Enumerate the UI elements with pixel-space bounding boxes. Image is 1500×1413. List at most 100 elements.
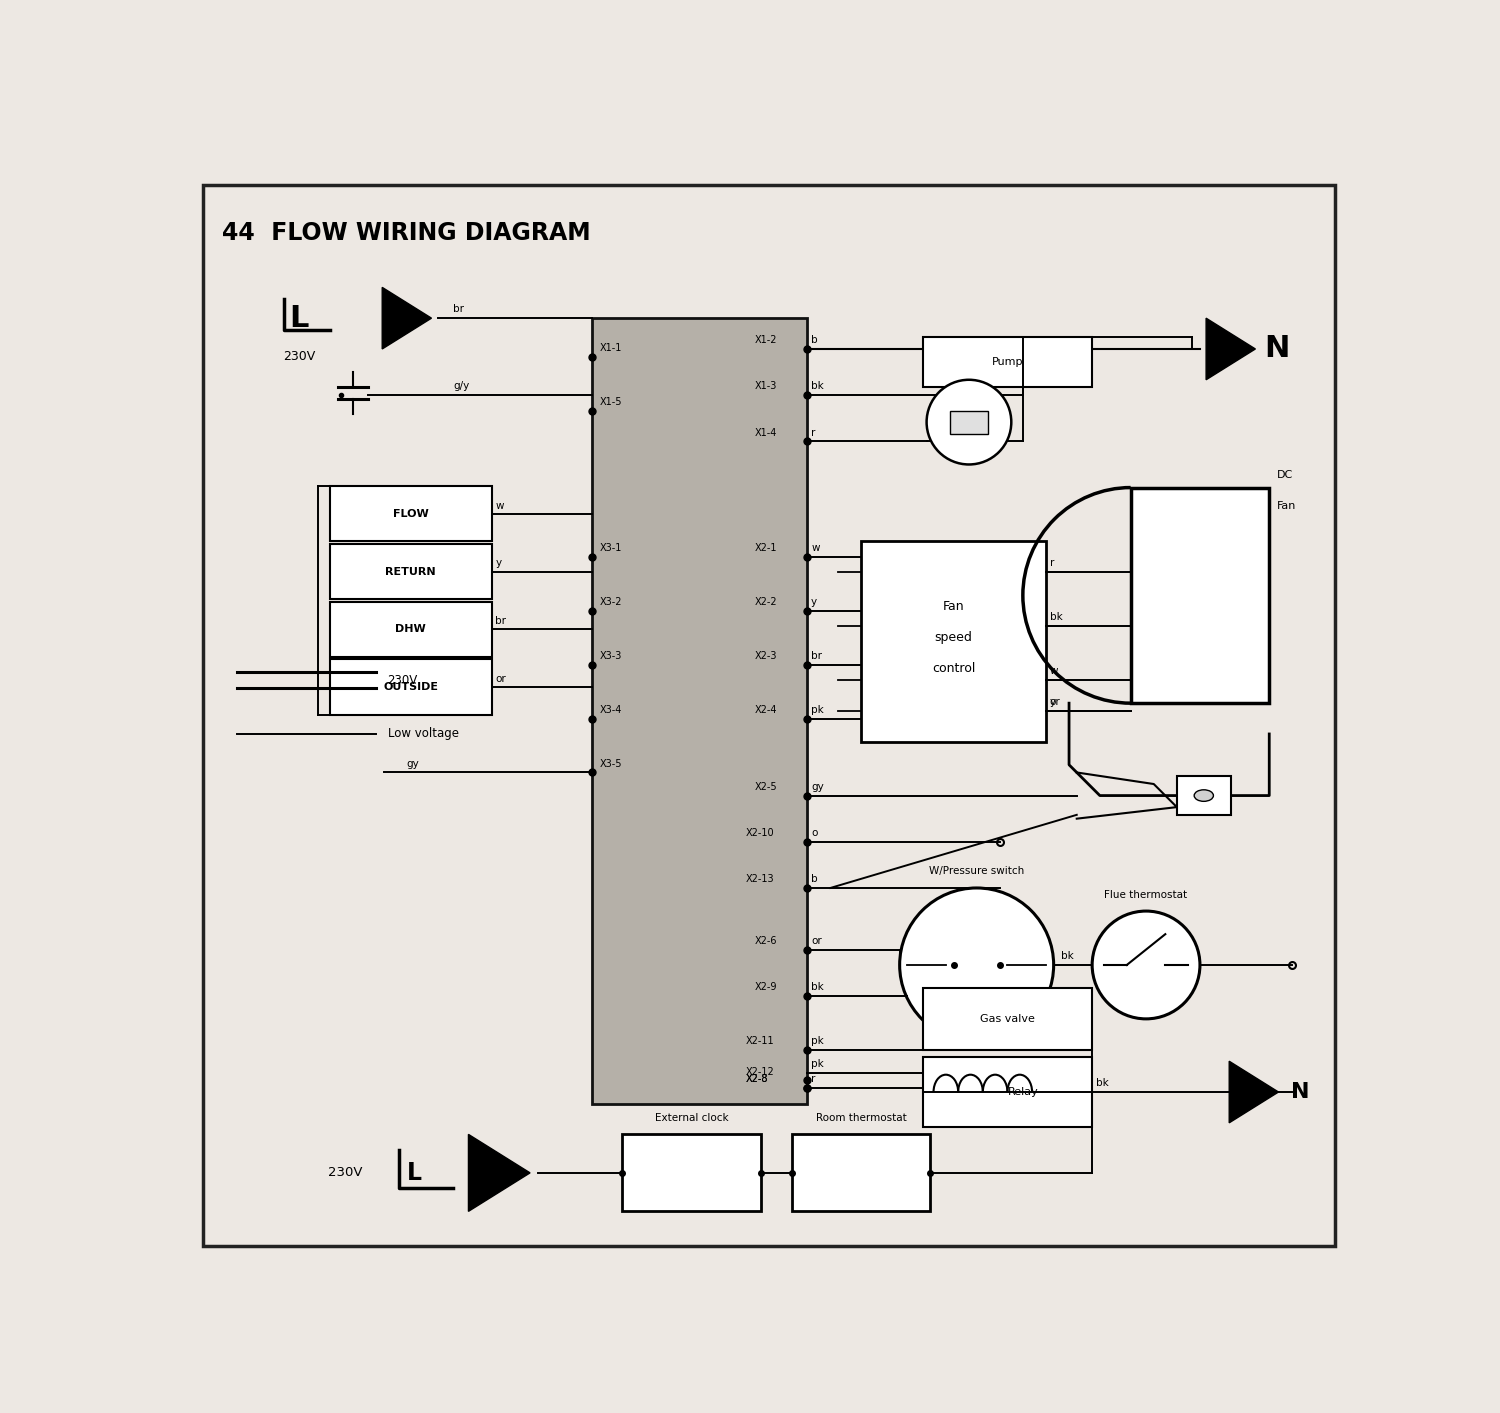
Text: S: S xyxy=(1044,897,1064,926)
Text: b: b xyxy=(812,335,818,345)
Text: X3-4: X3-4 xyxy=(600,705,621,715)
Text: S: S xyxy=(1275,466,1294,495)
Text: S: S xyxy=(813,250,832,278)
Text: N: N xyxy=(1292,1082,1310,1102)
Text: bk: bk xyxy=(812,982,824,992)
Text: w: w xyxy=(495,500,504,510)
Text: pk: pk xyxy=(812,1058,824,1068)
Bar xyxy=(922,338,1092,387)
Bar xyxy=(922,1057,1092,1126)
Text: r: r xyxy=(812,1074,816,1084)
Text: S: S xyxy=(1044,681,1064,709)
Text: H: H xyxy=(503,627,526,656)
Text: X1-1: X1-1 xyxy=(600,343,621,353)
Text: X1-3: X1-3 xyxy=(754,382,777,391)
Text: P: P xyxy=(312,304,333,332)
Text: gy: gy xyxy=(406,759,420,770)
Text: DHW: DHW xyxy=(396,625,426,634)
Ellipse shape xyxy=(1194,790,1214,801)
Text: S: S xyxy=(351,1112,370,1140)
Text: bk: bk xyxy=(1096,1078,1108,1088)
Bar xyxy=(950,411,988,434)
Text: X2-5: X2-5 xyxy=(754,781,777,791)
Text: H: H xyxy=(734,196,758,225)
Text: X2-4: X2-4 xyxy=(754,705,777,715)
Text: S: S xyxy=(582,250,602,278)
Text: o: o xyxy=(812,828,818,838)
Text: OUTSIDE: OUTSIDE xyxy=(382,682,438,692)
Text: H: H xyxy=(272,1058,296,1087)
Text: or: or xyxy=(812,935,822,945)
Text: 230V: 230V xyxy=(284,350,315,363)
Text: FLOW: FLOW xyxy=(393,509,429,519)
Text: N: N xyxy=(1264,335,1290,363)
Bar xyxy=(591,318,807,1104)
Text: P: P xyxy=(312,951,333,979)
Text: S: S xyxy=(813,681,832,709)
Text: X2-1: X2-1 xyxy=(754,543,777,552)
Bar xyxy=(922,988,1092,1050)
Text: P: P xyxy=(1005,1167,1026,1194)
Text: H: H xyxy=(503,1058,526,1087)
Text: P: P xyxy=(1236,951,1257,979)
Text: P: P xyxy=(543,951,564,979)
Text: RETURN: RETURN xyxy=(386,567,436,577)
Text: X3-3: X3-3 xyxy=(600,651,621,661)
Text: H: H xyxy=(964,844,988,872)
Text: P: P xyxy=(312,1167,333,1194)
Text: X2-10: X2-10 xyxy=(746,828,774,838)
Text: 230V: 230V xyxy=(387,674,418,687)
Bar xyxy=(330,602,492,657)
Text: H: H xyxy=(1196,1058,1219,1087)
Text: g/y: g/y xyxy=(453,382,470,391)
Text: Fan: Fan xyxy=(1276,500,1296,510)
Text: 44  FLOW WIRING DIAGRAM: 44 FLOW WIRING DIAGRAM xyxy=(222,220,591,244)
Text: H: H xyxy=(503,413,526,439)
Text: S: S xyxy=(582,466,602,495)
Text: X3-2: X3-2 xyxy=(600,596,622,608)
Text: S: S xyxy=(813,1112,832,1140)
Text: S: S xyxy=(1275,250,1294,278)
Text: H: H xyxy=(734,627,758,656)
Text: P: P xyxy=(1005,951,1026,979)
Text: P: P xyxy=(774,304,795,332)
Polygon shape xyxy=(468,1135,530,1211)
Text: X2-13: X2-13 xyxy=(746,875,774,885)
Text: gy: gy xyxy=(812,781,824,791)
Text: S: S xyxy=(582,681,602,709)
Text: br: br xyxy=(495,616,507,626)
Text: H: H xyxy=(964,1058,988,1087)
Text: X2-8: X2-8 xyxy=(746,1074,768,1084)
Text: S: S xyxy=(1275,681,1294,709)
Text: Flue thermostat: Flue thermostat xyxy=(1104,890,1188,900)
Text: P: P xyxy=(1005,520,1026,548)
Text: y: y xyxy=(495,558,501,568)
Text: X1-5: X1-5 xyxy=(600,397,622,407)
Text: H: H xyxy=(734,413,758,439)
Text: External clock: External clock xyxy=(656,1113,729,1123)
Text: Gas valve: Gas valve xyxy=(980,1015,1035,1024)
Text: H: H xyxy=(1196,413,1219,439)
Bar xyxy=(330,544,492,599)
Text: bk: bk xyxy=(812,382,824,391)
Text: H: H xyxy=(503,844,526,872)
Text: S: S xyxy=(1044,466,1064,495)
Text: H: H xyxy=(734,844,758,872)
Bar xyxy=(622,1135,760,1211)
Text: S: S xyxy=(582,1112,602,1140)
Text: P: P xyxy=(1236,520,1257,548)
Text: H: H xyxy=(272,844,296,872)
Text: H: H xyxy=(964,627,988,656)
Text: 230V: 230V xyxy=(328,1166,363,1180)
Text: Pump: Pump xyxy=(992,357,1023,367)
Polygon shape xyxy=(382,287,432,349)
Text: P: P xyxy=(774,735,795,763)
Text: H: H xyxy=(964,413,988,439)
Text: H: H xyxy=(964,196,988,225)
Text: P: P xyxy=(774,951,795,979)
Text: X2-3: X2-3 xyxy=(754,651,777,661)
Text: P: P xyxy=(1236,1167,1257,1194)
Text: X2-9: X2-9 xyxy=(754,982,777,992)
Text: S: S xyxy=(813,897,832,926)
Bar xyxy=(792,1135,930,1211)
